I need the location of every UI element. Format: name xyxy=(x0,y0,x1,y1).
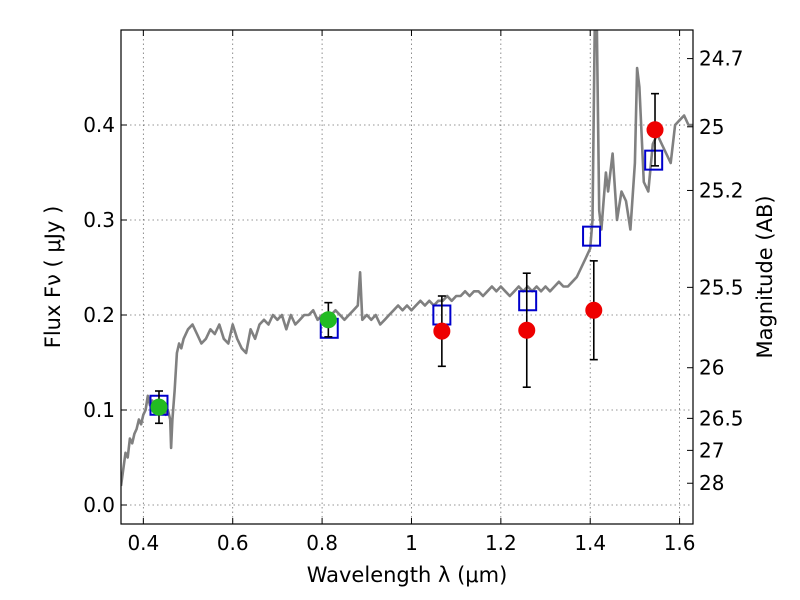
y-tick-label: 0.4 xyxy=(83,113,115,137)
nir-detection-point xyxy=(646,121,664,139)
nir-detection-point xyxy=(585,301,603,319)
magnitude-tick-label: 24.7 xyxy=(699,47,744,71)
grid-layer xyxy=(121,30,693,524)
magnitude-tick-label: 25.5 xyxy=(699,275,744,299)
magnitude-tick-label: 25.2 xyxy=(699,178,744,202)
plot-area xyxy=(121,30,693,487)
marker-layer xyxy=(149,92,664,425)
x-tick-label: 1.4 xyxy=(574,531,606,555)
nir-detection-point xyxy=(433,322,451,340)
plot-frame xyxy=(120,29,694,525)
model-photometry-square xyxy=(644,149,664,171)
model-photometry-square xyxy=(582,225,602,247)
magnitude-tick-label: 26.5 xyxy=(699,406,744,430)
y-axis-title: Flux Fν ( μJy ) xyxy=(41,206,65,349)
x-tick-label: 0.6 xyxy=(217,531,249,555)
magnitude-tick-label: 26 xyxy=(699,356,724,380)
y-tick-label: 0.3 xyxy=(83,208,115,232)
model-photometry-square xyxy=(518,290,538,312)
y-tick-label: 0.0 xyxy=(83,493,115,517)
nir-detection-point xyxy=(518,321,536,339)
x-tick-label: 0.4 xyxy=(127,531,159,555)
x-tick-label: 1.2 xyxy=(485,531,517,555)
x-tick-label: 1.6 xyxy=(664,531,696,555)
optical-detection-point xyxy=(319,311,337,329)
x-tick-label: 1 xyxy=(405,531,418,555)
y-tick-label: 0.2 xyxy=(83,303,115,327)
magnitude-tick-label: 25 xyxy=(699,115,724,139)
magnitude-axis-title: Magnitude (AB) xyxy=(753,195,777,358)
optical-detection-point xyxy=(150,398,168,416)
y-tick-label: 0.1 xyxy=(83,398,115,422)
tick-layer: 0.4 0.6 0.8 1 1.2 1.4 1.6 0.0 0.1 0.2 0.3 0.4 24.7 25… xyxy=(83,30,744,555)
x-tick-label: 0.8 xyxy=(306,531,338,555)
spectrum-line xyxy=(121,30,693,487)
x-axis-title: Wavelength λ (μm) xyxy=(307,563,508,587)
magnitude-tick-label: 27 xyxy=(699,438,724,462)
magnitude-tick-label: 28 xyxy=(699,471,724,495)
